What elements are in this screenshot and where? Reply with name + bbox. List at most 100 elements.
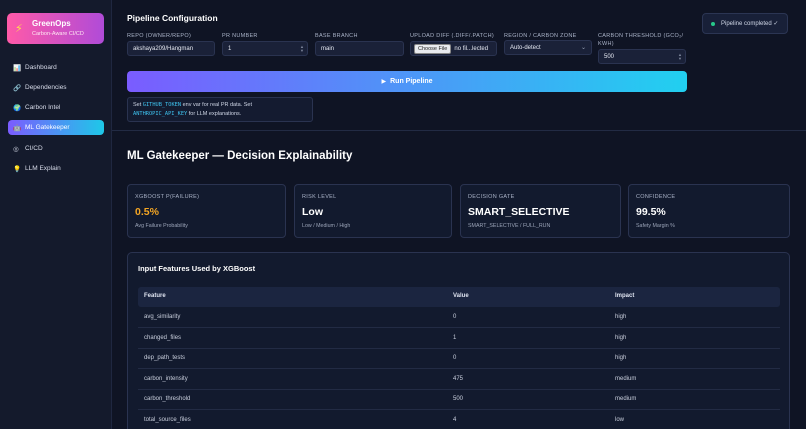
carbon-threshold-input[interactable]: 500 ▲ ▼ bbox=[598, 49, 686, 64]
threshold-value: 500 bbox=[604, 53, 615, 60]
env-hint: Set GITHUB_TOKEN env var for real PR dat… bbox=[127, 97, 313, 122]
sidebar-item-ml-gatekeeper[interactable]: 🤖 ML Gatekeeper bbox=[8, 120, 104, 135]
hint-code-github-token: GITHUB_TOKEN bbox=[142, 102, 182, 108]
cell-feature: total_source_files bbox=[144, 417, 191, 423]
pr-value: 1 bbox=[228, 45, 232, 52]
hint-text: Set bbox=[133, 102, 143, 108]
region-label: REGION / CARBON ZONE bbox=[504, 33, 577, 39]
main-content: Pipeline Configuration Pipeline complete… bbox=[112, 0, 806, 429]
brand-logo[interactable]: ⚡ GreenOps Carbon-Aware CI/CD bbox=[7, 13, 104, 44]
cell-impact: high bbox=[615, 334, 627, 341]
table-row: total_source_files 4 low bbox=[138, 410, 780, 429]
cell-impact: medium bbox=[615, 396, 637, 403]
sidebar-item-label: Dashboard bbox=[25, 64, 57, 71]
cell-value: 0 bbox=[453, 355, 457, 362]
sidebar-item-dashboard[interactable]: 📊 Dashboard bbox=[8, 60, 104, 75]
sidebar: ⚡ GreenOps Carbon-Aware CI/CD 📊 Dashboard… bbox=[0, 0, 112, 429]
region-select[interactable]: Auto-detect ⌄ bbox=[504, 40, 592, 55]
metric-card: DECISION GATE SMART_SELECTIVE SMART_SELECT… bbox=[460, 184, 621, 238]
metric-value: 0.5% bbox=[135, 206, 159, 218]
cell-value: 0 bbox=[453, 314, 457, 320]
metric-label: DECISION GATE bbox=[468, 194, 515, 200]
column-header-impact: Impact bbox=[615, 293, 635, 299]
sidebar-item-label: CI/CD bbox=[25, 145, 43, 152]
column-header-value: Value bbox=[453, 293, 469, 299]
base-branch-input[interactable]: main bbox=[315, 41, 404, 56]
upload-diff-input[interactable]: Choose File no fil...lected bbox=[410, 41, 497, 56]
threshold-label: CARBON THRESHOLD (GCO₂/ KWH) bbox=[598, 32, 683, 48]
choose-file-button[interactable]: Choose File bbox=[414, 43, 452, 54]
file-name: no fil...lected bbox=[454, 45, 489, 52]
metric-value: 99.5% bbox=[636, 206, 666, 218]
stepper-icon[interactable]: ▲ ▼ bbox=[300, 44, 304, 53]
status-toast: Pipeline completed ✓ bbox=[702, 13, 788, 34]
sidebar-item-carbon-intel[interactable]: 🌍 Carbon Intel bbox=[8, 100, 104, 115]
metric-value: SMART_SELECTIVE bbox=[468, 206, 570, 218]
link-icon: 🔗 bbox=[13, 84, 22, 92]
config-title: Pipeline Configuration bbox=[127, 13, 218, 23]
section-title: ML Gatekeeper — Decision Explainability bbox=[127, 150, 353, 162]
cell-value: 4 bbox=[453, 417, 457, 423]
cell-value: 475 bbox=[453, 375, 464, 382]
hint-text: for LLM explanations. bbox=[187, 110, 242, 117]
metric-label: CONFIDENCE bbox=[636, 194, 676, 200]
sidebar-item-dependencies[interactable]: 🔗 Dependencies bbox=[8, 80, 104, 95]
cell-impact: high bbox=[615, 355, 627, 362]
table-row: carbon_threshold 500 medium bbox=[138, 389, 780, 411]
metric-label: RISK LEVEL bbox=[302, 194, 337, 200]
cell-value: 1 bbox=[453, 334, 457, 341]
metric-subtext: SMART_SELECTIVE / FULL_RUN bbox=[468, 223, 551, 229]
table-row: dep_path_tests 0 high bbox=[138, 348, 780, 370]
lightning-icon: ⚡ bbox=[15, 23, 23, 35]
toast-text: Pipeline completed ✓ bbox=[721, 21, 779, 27]
cell-impact: medium bbox=[615, 375, 637, 382]
play-icon: ▶ bbox=[381, 79, 387, 85]
threshold-label-line1: CARBON THRESHOLD (GCO₂/ bbox=[598, 33, 684, 39]
table-row: changed_files 1 high bbox=[138, 328, 780, 349]
status-dot-icon bbox=[711, 21, 715, 26]
table-header: Feature Value Impact bbox=[138, 287, 780, 307]
metric-card: RISK LEVEL Low Low / Medium / High bbox=[294, 184, 452, 238]
pipeline-config-panel: Pipeline Configuration Pipeline complete… bbox=[112, 0, 806, 131]
hint-text: env var for real PR data. Set bbox=[181, 102, 253, 108]
chevron-down-icon: ⌄ bbox=[580, 45, 586, 51]
metric-subtext: Safety Margin % bbox=[636, 223, 675, 229]
hint-code-anthropic-key: ANTHROPIC_API_KEY bbox=[133, 110, 188, 117]
sidebar-item-label: ML Gatekeeper bbox=[25, 124, 70, 131]
cell-feature: avg_similarity bbox=[144, 314, 181, 320]
features-title: Input Features Used by XGBoost bbox=[138, 264, 256, 273]
stepper-icon[interactable]: ▲ ▼ bbox=[678, 52, 682, 61]
diff-label: UPLOAD DIFF (.DIFF/.PATCH) bbox=[410, 33, 494, 39]
branch-value: main bbox=[321, 45, 335, 52]
run-pipeline-label: Run Pipeline bbox=[390, 78, 433, 85]
pr-number-input[interactable]: 1 ▲ ▼ bbox=[222, 41, 308, 56]
cell-value: 500 bbox=[453, 396, 464, 403]
bar-chart-icon: 📊 bbox=[13, 64, 22, 72]
metric-value: Low bbox=[302, 206, 323, 218]
table-row: avg_similarity 0 high bbox=[138, 307, 780, 328]
cell-feature: dep_path_tests bbox=[144, 355, 186, 362]
run-pipeline-button[interactable]: ▶ Run Pipeline bbox=[127, 71, 687, 92]
repo-input[interactable]: akshaya209/Hangman bbox=[127, 41, 215, 56]
column-header-feature: Feature bbox=[144, 293, 166, 299]
cell-feature: changed_files bbox=[144, 334, 182, 341]
sidebar-item-label: Carbon Intel bbox=[25, 104, 61, 111]
sidebar-item-llm-explain[interactable]: 💡 LLM Explain bbox=[8, 161, 104, 176]
branch-label: BASE BRANCH bbox=[315, 33, 358, 39]
sidebar-item-ci-cd[interactable]: ◎ CI/CD bbox=[8, 141, 104, 156]
features-panel: Input Features Used by XGBoost Feature V… bbox=[127, 252, 790, 429]
globe-icon: 🌍 bbox=[13, 104, 22, 112]
region-value: Auto-detect bbox=[510, 44, 541, 51]
table-row: carbon_intensity 475 medium bbox=[138, 369, 780, 390]
sidebar-item-label: LLM Explain bbox=[25, 165, 61, 172]
cell-feature: carbon_intensity bbox=[144, 375, 188, 382]
repo-value: akshaya209/Hangman bbox=[133, 45, 194, 52]
brand-title: GreenOps bbox=[32, 19, 71, 28]
robot-icon: 🤖 bbox=[13, 124, 22, 132]
cell-feature: carbon_threshold bbox=[144, 396, 191, 403]
metric-card: CONFIDENCE 99.5% Safety Margin % bbox=[628, 184, 790, 238]
cell-impact: low bbox=[615, 417, 625, 423]
metric-card: XGBOOST P(FAILURE) 0.5% Avg Failure Probab… bbox=[127, 184, 286, 238]
cell-impact: high bbox=[615, 314, 627, 320]
metric-label: XGBOOST P(FAILURE) bbox=[135, 194, 200, 200]
